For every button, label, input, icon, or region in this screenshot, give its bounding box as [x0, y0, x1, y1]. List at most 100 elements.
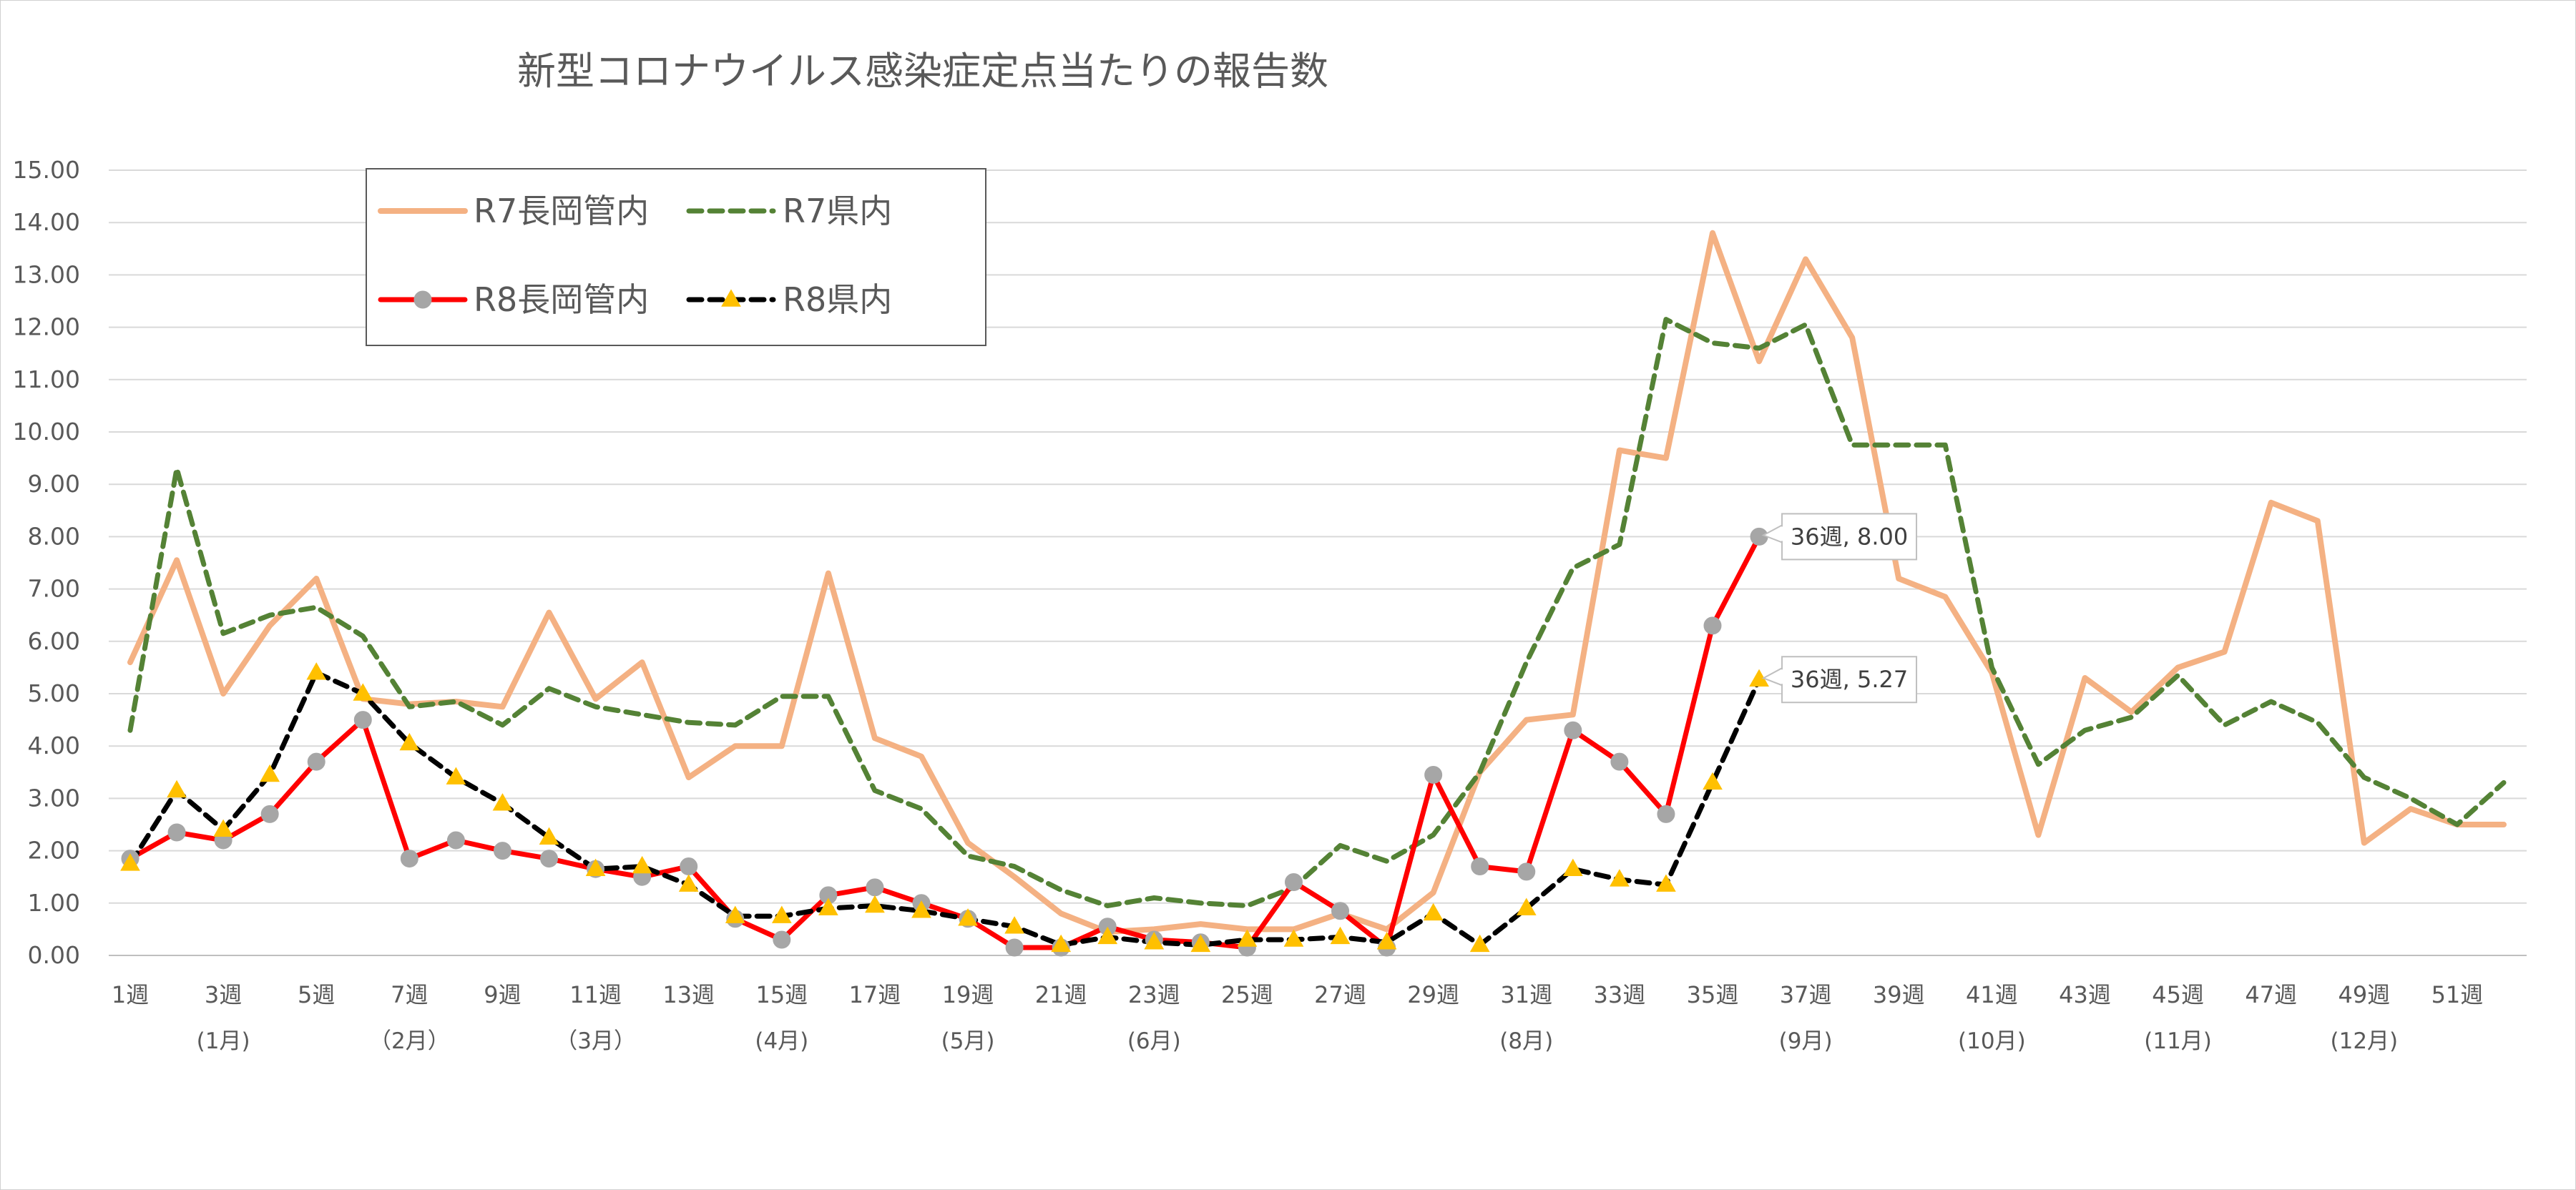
data-point [1237, 929, 1258, 947]
x-tick-label: 3週 [205, 981, 242, 1008]
y-tick-label: 13.00 [13, 260, 80, 288]
data-point [539, 827, 559, 845]
data-point [865, 895, 885, 913]
data-point [1190, 934, 1211, 953]
data-point [213, 819, 233, 837]
data-point [911, 900, 931, 918]
month-label: (8月) [1499, 1028, 1553, 1054]
x-tick-label: 51週 [2431, 981, 2484, 1008]
month-label: (4月) [755, 1028, 808, 1054]
series-markers [120, 527, 1769, 957]
data-point [399, 732, 420, 751]
data-point [866, 878, 884, 897]
data-point [1331, 902, 1350, 920]
callout-box [1781, 656, 1918, 704]
data-point [540, 850, 559, 868]
y-tick-label: 11.00 [13, 365, 80, 393]
data-point [958, 908, 978, 926]
month-label: (12月) [2331, 1028, 2399, 1054]
legend-label: R8県内 [783, 280, 892, 319]
legend: R7長岡管内 R7県内 R8長岡管内 R8県内 [366, 168, 986, 346]
data-point [680, 857, 698, 876]
month-label: (9月) [1779, 1028, 1833, 1054]
x-tick-label: 33週 [1594, 981, 1646, 1008]
y-tick-label: 4.00 [28, 732, 80, 759]
data-point [400, 850, 418, 868]
data-point [260, 764, 280, 782]
data-point [167, 780, 187, 798]
data-point [1562, 858, 1583, 876]
y-tick-label: 5.00 [28, 679, 80, 707]
data-point [1051, 934, 1072, 953]
y-tick-label: 12.00 [13, 313, 80, 341]
data-point [306, 662, 327, 680]
month-label: (5月) [941, 1028, 995, 1054]
data-point [1657, 805, 1675, 823]
data-point [1283, 929, 1304, 947]
x-tick-label: 35週 [1687, 981, 1739, 1008]
y-tick-label: 3.00 [28, 784, 80, 812]
data-point [446, 767, 466, 785]
data-point [1703, 772, 1723, 790]
x-tick-label: 37週 [1780, 981, 1832, 1008]
y-tick-label: 2.00 [28, 837, 80, 865]
data-point [353, 683, 373, 701]
x-tick-label: 7週 [391, 981, 428, 1008]
x-tick-label: 25週 [1221, 981, 1273, 1008]
x-tick-label: 39週 [1873, 981, 1925, 1008]
data-point [413, 290, 432, 309]
data-point [585, 858, 606, 876]
legend-box [366, 168, 986, 346]
series-line [127, 230, 2507, 935]
data-point [1004, 916, 1024, 934]
callout-label: 36週, 8.00 [1791, 523, 1908, 550]
series-line [127, 317, 2507, 908]
y-tick-label: 9.00 [28, 470, 80, 498]
data-point [353, 711, 372, 729]
x-tick-label: 21週 [1035, 981, 1087, 1008]
y-tick-label: 7.00 [28, 575, 80, 603]
x-tick-label: 43週 [2059, 981, 2111, 1008]
data-point [1516, 898, 1537, 915]
data-point [1610, 752, 1629, 771]
callout-label: 36週, 5.27 [1791, 666, 1908, 693]
data-point [771, 905, 792, 923]
data-point [1284, 873, 1303, 892]
data-point [721, 289, 741, 307]
y-tick-label: 6.00 [28, 627, 80, 655]
data-point [1097, 926, 1118, 945]
axes: 0.00 1.00 2.00 3.00 4.00 5.00 6.00 7.00 8.00 9.00… [13, 156, 2484, 1054]
x-tick-label: 5週 [298, 981, 335, 1008]
month-label: (6月) [1127, 1028, 1181, 1054]
y-tick-label: 15.00 [13, 156, 80, 184]
x-tick-label: 29週 [1407, 981, 1459, 1008]
data-point [1564, 721, 1582, 739]
legend-label: R7長岡管内 [474, 192, 649, 230]
x-tick-label: 9週 [484, 981, 521, 1008]
data-point [1471, 857, 1489, 876]
x-tick-label: 13週 [662, 981, 715, 1008]
y-tick-label: 0.00 [28, 941, 80, 969]
data-point [167, 823, 186, 842]
y-tick-label: 1.00 [28, 889, 80, 917]
y-tick-label: 10.00 [13, 418, 80, 446]
x-tick-label: 1週 [112, 981, 149, 1008]
x-tick-label: 15週 [755, 981, 808, 1008]
data-point [1517, 862, 1536, 881]
data-callouts: 36週, 8.00 36週, 5.27 [1761, 513, 1918, 704]
data-point [1144, 932, 1165, 950]
x-tick-label: 49週 [2338, 981, 2390, 1008]
data-point [493, 842, 511, 860]
month-label: （2月） [369, 1028, 450, 1054]
legend-label: R8長岡管内 [474, 280, 649, 319]
month-label: (11月) [2144, 1028, 2212, 1054]
data-point [818, 898, 838, 915]
data-point [632, 855, 652, 874]
data-point [1005, 938, 1024, 957]
legend-label: R7県内 [783, 192, 892, 230]
data-point [120, 853, 140, 871]
x-tick-label: 11週 [569, 981, 622, 1008]
data-point [1703, 616, 1722, 635]
